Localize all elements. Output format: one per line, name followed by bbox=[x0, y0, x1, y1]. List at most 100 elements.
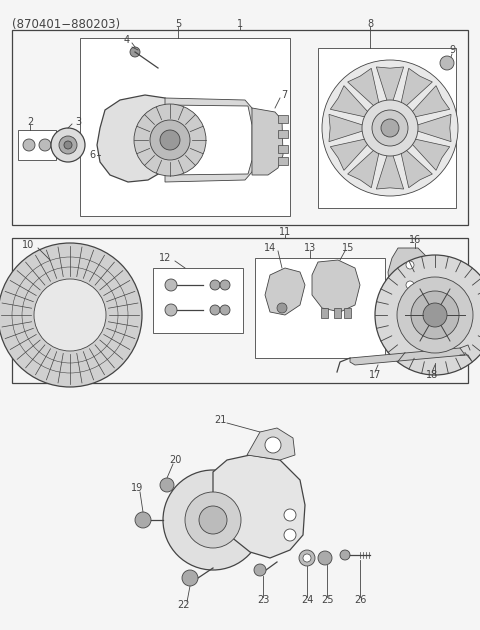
Bar bbox=[255, 258, 385, 358]
Circle shape bbox=[397, 277, 473, 353]
Polygon shape bbox=[165, 98, 255, 182]
Circle shape bbox=[34, 279, 106, 351]
Circle shape bbox=[372, 110, 408, 146]
Polygon shape bbox=[348, 144, 381, 188]
Circle shape bbox=[39, 139, 51, 151]
Polygon shape bbox=[252, 108, 283, 175]
Circle shape bbox=[64, 141, 72, 149]
Polygon shape bbox=[399, 68, 432, 112]
Text: 5: 5 bbox=[175, 19, 181, 29]
Bar bbox=[334, 308, 341, 318]
Text: 23: 23 bbox=[257, 595, 269, 605]
Polygon shape bbox=[406, 86, 450, 119]
Circle shape bbox=[220, 280, 230, 290]
Polygon shape bbox=[97, 95, 180, 182]
Bar bbox=[18, 130, 56, 160]
Circle shape bbox=[165, 304, 177, 316]
Circle shape bbox=[340, 550, 350, 560]
Circle shape bbox=[406, 281, 414, 289]
Circle shape bbox=[130, 47, 140, 57]
Text: 19: 19 bbox=[131, 483, 143, 493]
Text: 21: 21 bbox=[214, 415, 226, 425]
Text: 22: 22 bbox=[177, 600, 189, 610]
Polygon shape bbox=[213, 455, 305, 558]
Circle shape bbox=[210, 305, 220, 315]
Text: 4: 4 bbox=[124, 35, 130, 45]
Text: 14: 14 bbox=[264, 243, 276, 253]
Circle shape bbox=[362, 100, 418, 156]
Text: 18: 18 bbox=[426, 370, 438, 380]
Polygon shape bbox=[376, 67, 404, 110]
Circle shape bbox=[423, 303, 447, 327]
Circle shape bbox=[59, 136, 77, 154]
Bar bbox=[278, 115, 288, 123]
Polygon shape bbox=[330, 86, 374, 119]
Circle shape bbox=[150, 120, 190, 160]
Circle shape bbox=[160, 478, 174, 492]
Bar bbox=[278, 157, 288, 165]
Bar bbox=[80, 38, 290, 216]
Polygon shape bbox=[399, 144, 432, 188]
Text: (870401−880203): (870401−880203) bbox=[12, 18, 120, 31]
Circle shape bbox=[220, 305, 230, 315]
Circle shape bbox=[318, 551, 332, 565]
Text: 7: 7 bbox=[281, 90, 287, 100]
Circle shape bbox=[284, 529, 296, 541]
Polygon shape bbox=[330, 137, 374, 170]
Circle shape bbox=[265, 437, 281, 453]
Circle shape bbox=[406, 261, 414, 269]
Circle shape bbox=[135, 512, 151, 528]
Text: 6: 6 bbox=[89, 150, 95, 160]
Circle shape bbox=[381, 119, 399, 137]
Text: 10: 10 bbox=[22, 240, 34, 250]
Bar bbox=[153, 268, 243, 333]
Circle shape bbox=[199, 506, 227, 534]
Text: 25: 25 bbox=[321, 595, 333, 605]
Bar bbox=[278, 145, 288, 153]
Bar bbox=[344, 308, 351, 318]
Circle shape bbox=[134, 104, 206, 176]
Polygon shape bbox=[376, 146, 404, 189]
Text: 1: 1 bbox=[237, 19, 243, 29]
Circle shape bbox=[0, 243, 142, 387]
Circle shape bbox=[254, 564, 266, 576]
Circle shape bbox=[23, 139, 35, 151]
Circle shape bbox=[165, 279, 177, 291]
Polygon shape bbox=[247, 428, 295, 460]
Circle shape bbox=[322, 60, 458, 196]
Bar bbox=[12, 30, 468, 225]
Polygon shape bbox=[388, 248, 430, 305]
Text: 3: 3 bbox=[75, 117, 81, 127]
Circle shape bbox=[210, 280, 220, 290]
Text: 13: 13 bbox=[304, 243, 316, 253]
Bar bbox=[318, 48, 456, 208]
Polygon shape bbox=[312, 260, 360, 312]
Text: 15: 15 bbox=[342, 243, 354, 253]
Text: 12: 12 bbox=[159, 253, 171, 263]
Circle shape bbox=[299, 550, 315, 566]
Circle shape bbox=[284, 509, 296, 521]
Circle shape bbox=[163, 470, 263, 570]
Bar bbox=[278, 130, 288, 138]
Polygon shape bbox=[408, 115, 451, 142]
Circle shape bbox=[51, 128, 85, 162]
Polygon shape bbox=[348, 68, 381, 112]
Polygon shape bbox=[406, 137, 450, 170]
Bar bbox=[321, 308, 328, 318]
Circle shape bbox=[182, 570, 198, 586]
Circle shape bbox=[185, 492, 241, 548]
Polygon shape bbox=[350, 348, 465, 365]
Circle shape bbox=[440, 56, 454, 70]
Text: 24: 24 bbox=[301, 595, 313, 605]
Text: 9: 9 bbox=[449, 45, 455, 55]
Circle shape bbox=[160, 130, 180, 150]
Text: 2: 2 bbox=[27, 117, 33, 127]
Text: 26: 26 bbox=[354, 595, 366, 605]
Circle shape bbox=[303, 554, 311, 562]
Polygon shape bbox=[265, 268, 305, 315]
Text: 11: 11 bbox=[279, 227, 291, 237]
Text: 20: 20 bbox=[169, 455, 181, 465]
Polygon shape bbox=[329, 115, 372, 142]
Text: 8: 8 bbox=[367, 19, 373, 29]
Bar bbox=[12, 238, 468, 383]
